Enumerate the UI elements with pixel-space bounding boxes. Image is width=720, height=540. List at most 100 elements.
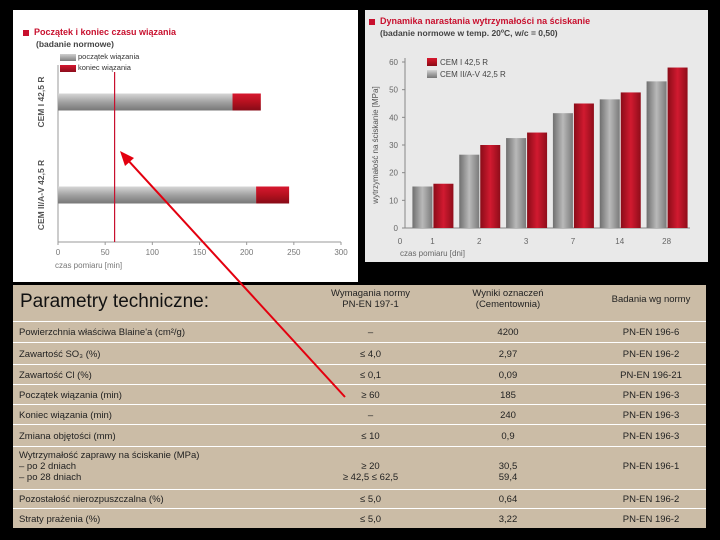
param-name: Wytrzymałość zaprawy na ściskanie (MPa) … <box>19 450 200 483</box>
bar-cem2-2 <box>459 154 480 228</box>
result-value: 240 <box>500 409 516 421</box>
y-tick-label: 40 <box>389 113 398 122</box>
result-value: 30,5 59,4 <box>498 461 518 483</box>
bar-cem2-7 <box>552 113 573 228</box>
result-value: 3,22 <box>498 513 518 525</box>
setting-time-chart-svg: 0 50 100 150 200 250 300 czas pomiaru [min] CEM … <box>36 65 348 270</box>
x-tick-label: 150 <box>193 248 207 257</box>
bar-cem1-14 <box>620 92 641 228</box>
test-standard: PN-EN 196-6 <box>622 327 680 338</box>
x-axis-label: czas pomiaru [dni] <box>400 249 465 258</box>
legend-item-start: początek wiązania <box>60 52 139 61</box>
result-value: 185 <box>500 389 516 401</box>
technical-parameters-table: Parametry techniczne: Wymagania normy PN… <box>13 285 706 528</box>
legend-swatch-cem2 <box>427 70 437 78</box>
test-standard: PN-EN 196-3 <box>622 389 680 401</box>
bar-end-1 <box>232 93 261 111</box>
header-results: Wyniki oznaczeń (Cementownia) <box>472 288 544 310</box>
bar-cem2-28 <box>646 81 667 228</box>
param-name: Straty prażenia (%) <box>19 513 101 525</box>
requirement-value: – <box>367 327 374 338</box>
y-tick-label: 50 <box>389 86 398 95</box>
param-name: Początek wiązania (min) <box>19 389 122 401</box>
table-row: Wytrzymałość zaprawy na ściskanie (MPa) … <box>13 446 706 490</box>
x-tick-label: 200 <box>240 248 254 257</box>
requirement-value: ≤ 0,1 <box>359 369 382 381</box>
category-label-2: CEM II/A-V 42,5 R <box>36 160 46 230</box>
y-tick-label: 0 <box>394 224 399 233</box>
setting-time-chart-subtitle: (badanie normowe) <box>36 39 114 49</box>
result-value: 0,9 <box>501 430 515 442</box>
legend-item-end: koniec wiązania <box>60 63 131 72</box>
result-value: 0,09 <box>498 369 518 381</box>
header-test-standard: Badania wg normy <box>611 294 691 305</box>
test-standard: PN-EN 196-3 <box>622 430 680 442</box>
x-tick-label: 1 <box>430 237 435 246</box>
param-name: Zawartość Cl (%) <box>19 369 92 381</box>
param-name: Zawartość SO₃ (%) <box>19 348 101 360</box>
legend-label-cem1: CEM I 42,5 R <box>440 58 488 67</box>
test-standard: PN-EN 196-3 <box>622 409 680 421</box>
param-name: Zmiana objętości (mm) <box>19 430 116 442</box>
y-axis-label: wytrzymałość na ściskanie [MPa] <box>371 86 380 204</box>
result-value: 4200 <box>497 327 519 338</box>
requirement-value: ≤ 5,0 <box>359 494 382 505</box>
bar-end-2 <box>256 186 290 204</box>
test-standard: PN-EN 196-1 <box>622 461 680 472</box>
table-row: Zawartość Cl (%) ≤ 0,1 0,09 PN-EN 196-21 <box>13 364 706 385</box>
x-tick-label: 7 <box>571 237 576 246</box>
bar-cem1-28 <box>667 67 688 229</box>
bar-cem2-14 <box>599 99 620 228</box>
category-label-1: CEM I 42,5 R <box>36 76 46 127</box>
requirement-value: ≤ 10 <box>361 430 380 442</box>
bar-cem1-1 <box>433 183 454 228</box>
bar-cem2-1 <box>412 186 433 228</box>
x-tick-label: 2 <box>477 237 482 246</box>
x-tick-label: 0 <box>56 248 61 257</box>
bar-cem2-3 <box>506 138 527 228</box>
bar-cem1-7 <box>573 103 594 228</box>
y-tick-label: 20 <box>389 169 398 178</box>
x-tick-label: 28 <box>662 237 671 246</box>
strength-chart-panel: Dynamika narastania wytrzymałości na ści… <box>365 10 708 262</box>
test-standard: PN-EN 196-2 <box>622 513 680 525</box>
legend-swatch-red <box>60 64 76 72</box>
test-standard: PN-EN 196-2 <box>622 348 680 360</box>
table-row: Początek wiązania (min) ≥ 60 185 PN-EN 196-… <box>13 384 706 405</box>
result-value: 0,64 <box>498 494 518 505</box>
result-value: 2,97 <box>498 348 518 360</box>
requirement-value: – <box>367 409 374 421</box>
x-tick-label: 3 <box>524 237 529 246</box>
requirement-value: ≤ 5,0 <box>359 513 382 525</box>
x-tick-label: 300 <box>334 248 348 257</box>
setting-time-chart-panel: Początek i koniec czasu wiązania (badani… <box>13 10 358 282</box>
param-name: Powierzchnia właściwa Blaine'a (cm²/g) <box>19 327 186 338</box>
x-tick-label: 100 <box>146 248 160 257</box>
y-tick-label: 30 <box>389 141 398 150</box>
bar-start-2 <box>58 186 257 204</box>
x-axis-label: czas pomiaru [min] <box>55 261 122 270</box>
table-title: Parametry techniczne: <box>20 291 210 312</box>
bullet-square-icon <box>23 29 29 36</box>
strength-chart-title: Dynamika narastania wytrzymałości na ści… <box>369 16 590 26</box>
table-row: Powierzchnia właściwa Blaine'a (cm²/g) – 4… <box>13 321 706 343</box>
legend-label-cem2: CEM II/A-V 42,5 R <box>440 70 506 79</box>
x-tick-label: 250 <box>287 248 301 257</box>
bullet-square-icon <box>369 18 375 25</box>
table-row: Koniec wiązania (min) – 240 PN-EN 196-3 <box>13 404 706 425</box>
table-row: Pozostałość nierozpuszczalna (%) ≤ 5,0 0,6… <box>13 489 706 509</box>
legend-swatch-cem1 <box>427 58 437 66</box>
x-origin-label: 0 <box>398 237 403 246</box>
arrow-shaft <box>125 157 346 398</box>
param-name: Koniec wiązania (min) <box>19 409 112 421</box>
arrow-head-icon <box>120 151 134 166</box>
table-row: Zmiana objętości (mm) ≤ 10 0,9 PN-EN 196-3 <box>13 424 706 447</box>
bar-cem1-2 <box>480 145 501 228</box>
x-tick-label: 14 <box>615 237 624 246</box>
x-tick-label: 50 <box>101 248 110 257</box>
requirement-value: ≤ 4,0 <box>359 348 382 360</box>
y-tick-label: 60 <box>389 58 398 67</box>
legend-swatch-grey <box>60 53 76 61</box>
